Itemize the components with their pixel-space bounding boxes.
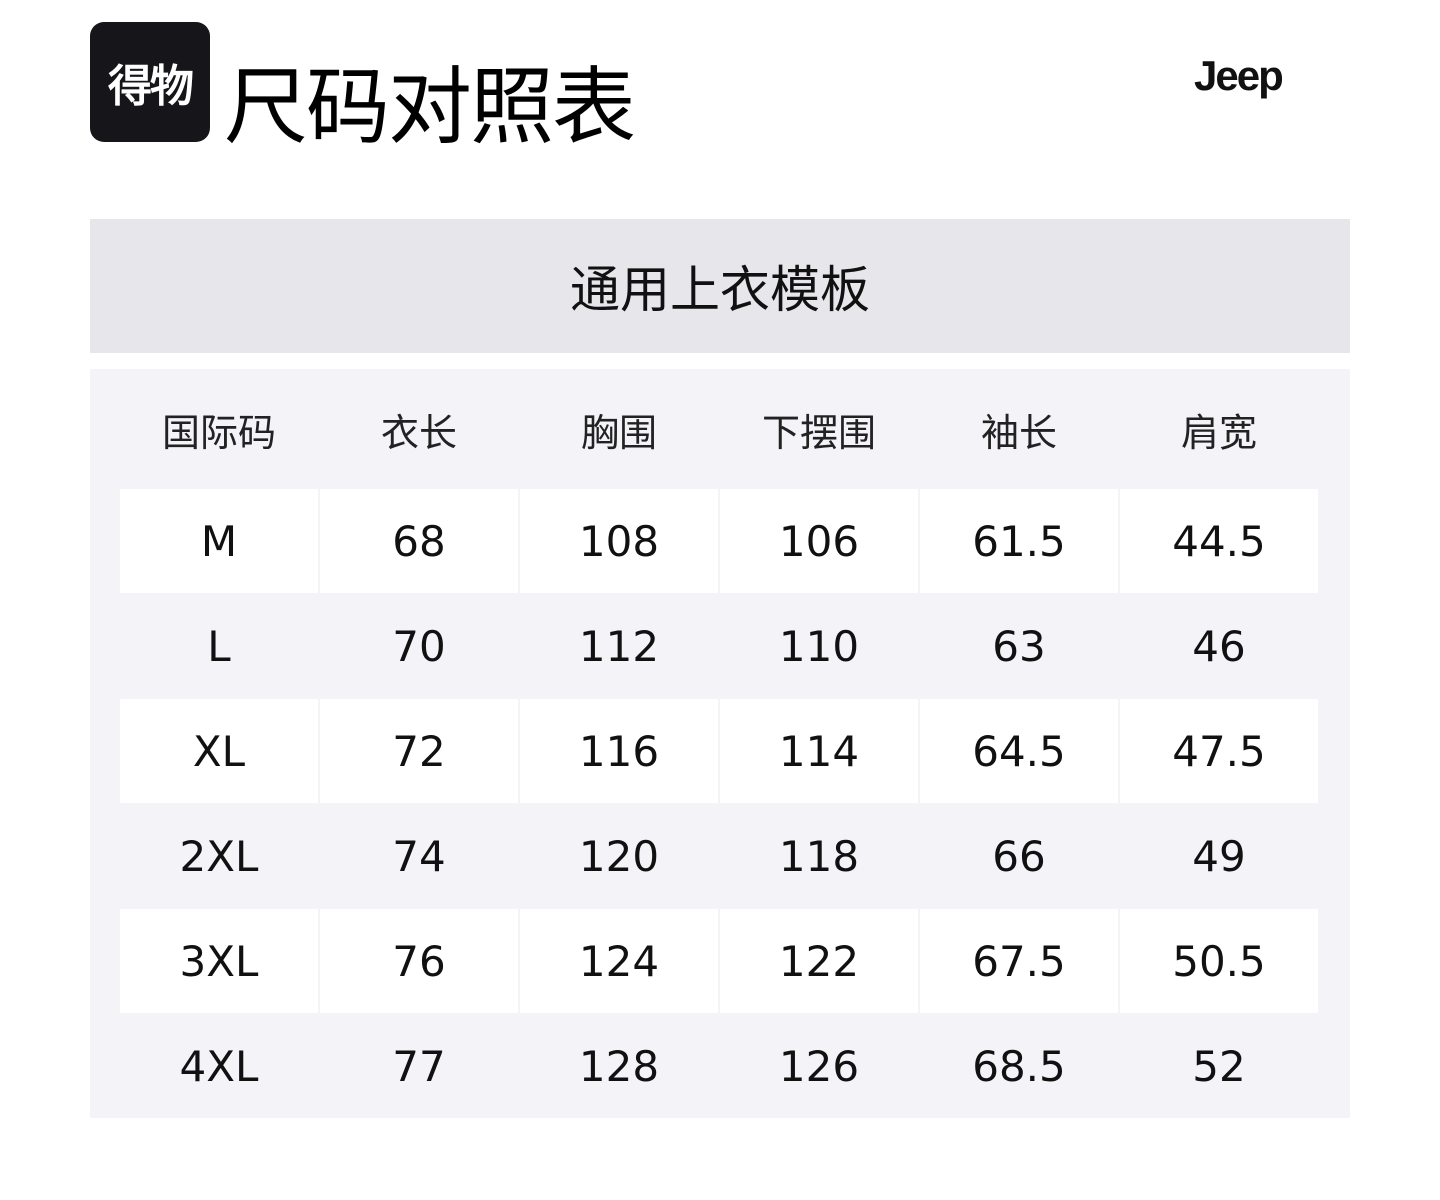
table-cell: 128 (578, 1042, 660, 1091)
table-row: 2XL 74 120 118 66 49 (120, 804, 1320, 909)
column-header: 胸围 (580, 410, 657, 455)
table-cell: 126 (778, 1042, 860, 1091)
table-cell: 124 (520, 909, 718, 1013)
table-cell: 112 (578, 622, 660, 671)
table-cell: 4XL (179, 1042, 259, 1091)
table-row: XL 72 116 114 64.5 47.5 (120, 699, 1320, 803)
table-cell: L (207, 622, 231, 671)
table-cell: 46 (1192, 622, 1246, 671)
table-cell: 114 (720, 699, 918, 803)
table-cell: 110 (778, 622, 860, 671)
column-header: 国际码 (161, 410, 276, 455)
logo-text: 得物 (108, 61, 194, 112)
table-cell: 3XL (120, 909, 318, 1013)
table-cell: 44.5 (1120, 489, 1318, 593)
column-header: 衣长 (380, 410, 457, 455)
template-title: 通用上衣模板 (90, 219, 1350, 353)
column-header: 肩宽 (1180, 410, 1257, 455)
table-cell: 76 (320, 909, 518, 1013)
table-cell: 120 (578, 832, 660, 881)
table-cell: 72 (320, 699, 518, 803)
column-header: 袖长 (980, 410, 1057, 455)
table-cell: 64.5 (920, 699, 1118, 803)
table-cell: 2XL (179, 832, 259, 881)
table-cell: 66 (992, 832, 1046, 881)
table-cell: 61.5 (920, 489, 1118, 593)
table-row: L 70 112 110 63 46 (120, 594, 1320, 699)
table-cell: XL (120, 699, 318, 803)
table-cell: 106 (720, 489, 918, 593)
table-cell: 67.5 (920, 909, 1118, 1013)
page-title: 尺码对照表 (224, 58, 636, 156)
table-cell: 70 (392, 622, 446, 671)
table-row: 4XL 77 128 126 68.5 52 (120, 1014, 1320, 1119)
table-cell: 122 (720, 909, 918, 1013)
table-cell: 52 (1192, 1042, 1246, 1091)
table-row: M 68 108 106 61.5 44.5 (120, 489, 1320, 593)
dewu-logo: 得物 (90, 22, 210, 142)
header-row: 国际码 衣长 胸围 下摆围 袖长 肩宽 (120, 369, 1320, 489)
table-cell: 50.5 (1120, 909, 1318, 1013)
table-cell: 77 (392, 1042, 446, 1091)
table-cell: 118 (778, 832, 860, 881)
table-cell: 68 (320, 489, 518, 593)
template-title-text: 通用上衣模板 (570, 261, 870, 319)
table-cell: 74 (392, 832, 446, 881)
table-cell: 47.5 (1120, 699, 1318, 803)
brand-logo: Jeep (1194, 52, 1284, 99)
table-row: 3XL 76 124 122 67.5 50.5 (120, 909, 1320, 1013)
size-table: 国际码 衣长 胸围 下摆围 袖长 肩宽 M 68 108 106 61.5 44.5 L 70 112 110… (90, 369, 1350, 1118)
table-cell: 108 (520, 489, 718, 593)
table-cell: M (120, 489, 318, 593)
table-cell: 116 (520, 699, 718, 803)
table-cell: 63 (992, 622, 1046, 671)
table-cell: 49 (1192, 832, 1246, 881)
table-cell: 68.5 (972, 1042, 1066, 1091)
column-header: 下摆围 (761, 410, 876, 455)
